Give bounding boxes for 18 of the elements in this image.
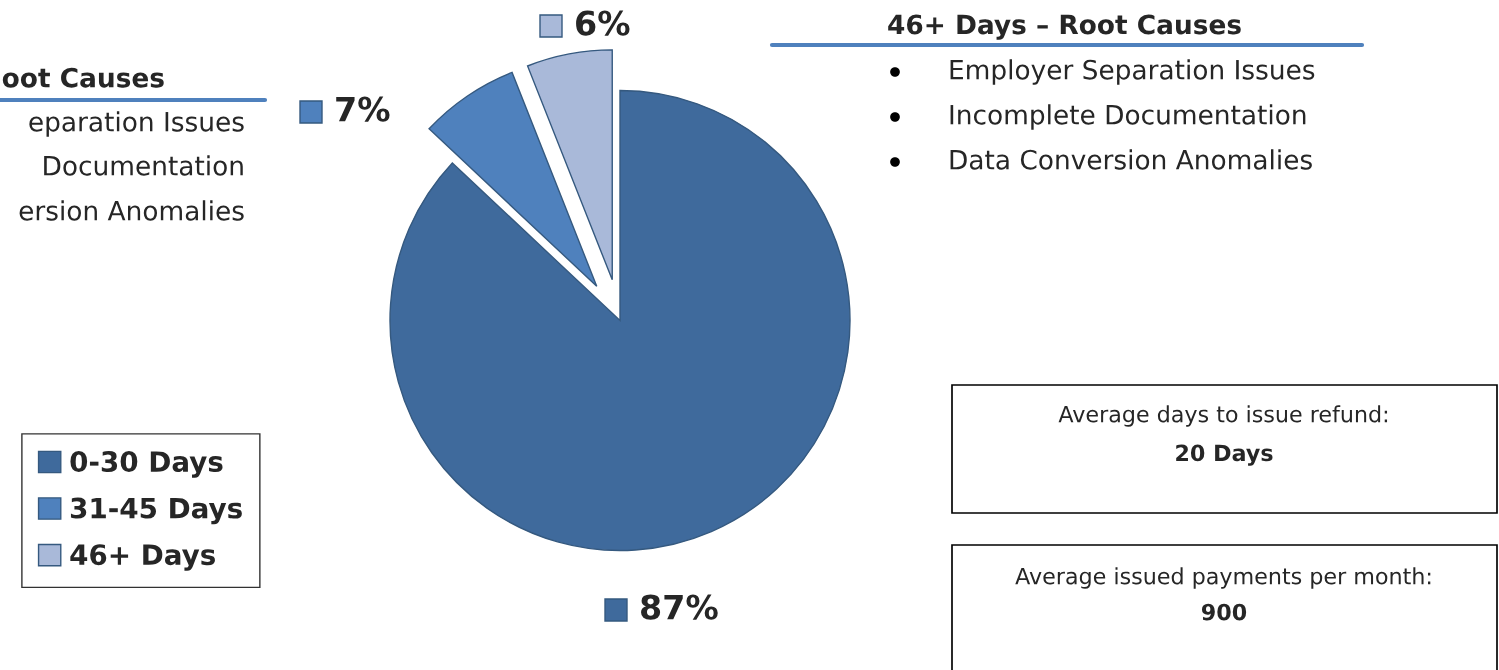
text: Data Conversion Anomalies xyxy=(950,149,1312,170)
data-label: 6% xyxy=(576,10,630,36)
text: Average issued payments per month: xyxy=(1015,567,1431,589)
text: 20 Days xyxy=(1176,444,1273,466)
text: 46+ Days – Root Causes xyxy=(888,14,1241,40)
text: ersion Anomalies xyxy=(19,200,244,221)
text: eparation Issues xyxy=(29,111,244,137)
text: 900 xyxy=(1201,603,1247,621)
text: oot Causes xyxy=(2,67,164,88)
text: Incomplete Documentation xyxy=(950,104,1306,130)
text: Employer Separation Issues xyxy=(950,59,1315,85)
legend-label: 31-45 Days xyxy=(70,497,242,525)
data-label: 7% xyxy=(336,96,390,122)
data-label: 87% xyxy=(641,594,718,620)
text: Average days to issue refund: xyxy=(1058,405,1388,427)
legend-label: 0-30 Days xyxy=(70,451,223,478)
text: Documentation xyxy=(44,155,243,176)
legend-label: 46+ Days xyxy=(70,544,215,571)
